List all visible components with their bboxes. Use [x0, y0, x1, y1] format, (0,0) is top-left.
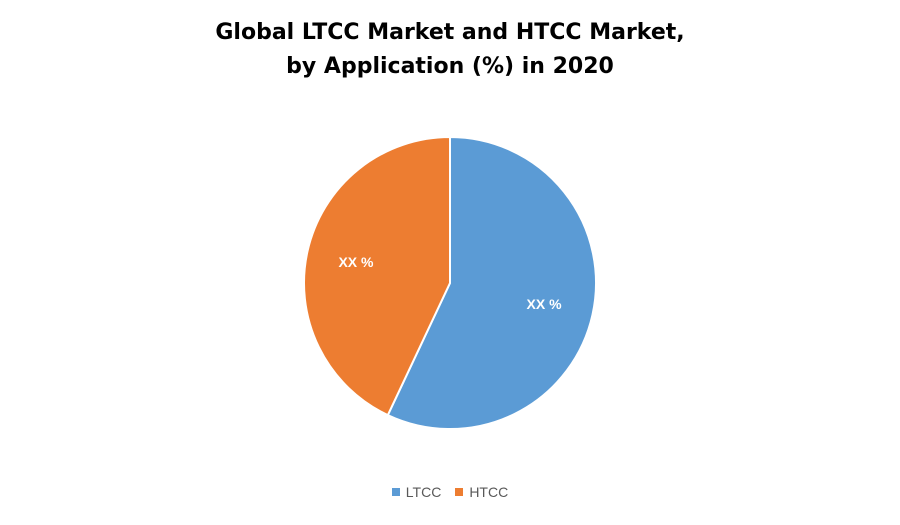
pie-slice-htcc — [303, 135, 451, 417]
chart-title-line-1: Global LTCC Market and HTCC Market, — [215, 20, 685, 45]
chart-title: Global LTCC Market and HTCC Market, by A… — [0, 16, 900, 84]
data-label-htcc: XX % — [338, 254, 374, 270]
chart-subtitle: by Application (%) in 2020 — [286, 54, 614, 79]
legend-item-htcc: HTCC — [455, 484, 508, 500]
legend-label-htcc: HTCC — [469, 484, 509, 500]
pie-slice-ltcc — [386, 135, 597, 430]
legend: LTCC HTCC — [0, 484, 900, 500]
legend-item-ltcc: LTCC — [391, 484, 442, 500]
data-label-ltcc: XX % — [527, 296, 563, 312]
legend-swatch-ltcc — [391, 488, 400, 496]
legend-swatch-htcc — [455, 488, 464, 496]
legend-label-ltcc: LTCC — [405, 484, 442, 500]
